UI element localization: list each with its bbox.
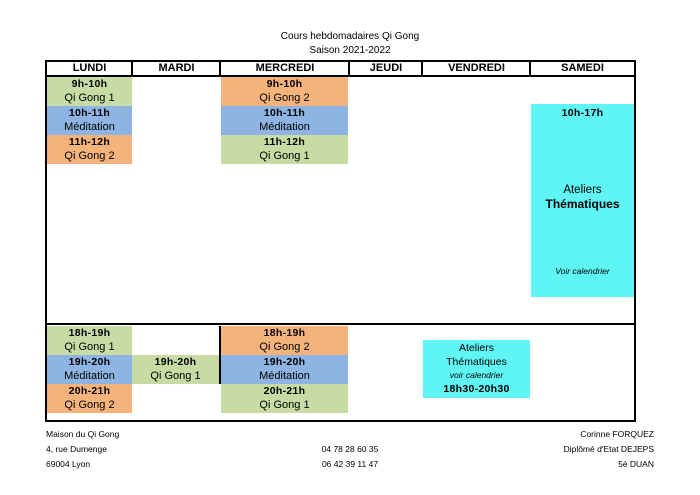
col-divider	[348, 61, 350, 75]
class-block: 19h-20h Qi Gong 1	[132, 355, 219, 384]
class-name: Méditation	[259, 121, 310, 133]
teacher-rank: 5è DUAN	[618, 459, 654, 469]
class-block: 20h-21h Qi Gong 1	[221, 384, 348, 413]
class-block: 19h-20h Méditation	[47, 355, 132, 384]
class-block: 9h-10h Qi Gong 2	[221, 77, 348, 106]
header-divider	[45, 75, 636, 77]
day-header-friday: VENDREDI	[448, 62, 505, 74]
class-time: 10h-11h	[263, 107, 306, 119]
class-time: 9h-10h	[71, 78, 108, 90]
day-header-monday: LUNDI	[72, 62, 107, 74]
col-divider	[529, 61, 531, 75]
footer-phones: 04 78 28 60 35 06 42 39 11 47	[300, 442, 400, 472]
class-name: Qi Gong 2	[64, 399, 115, 411]
col-divider	[421, 61, 423, 75]
class-name: Qi Gong 2	[259, 341, 310, 353]
day-header-tuesday: MARDI	[158, 62, 195, 74]
class-name: Méditation	[259, 370, 310, 382]
class-name: Qi Gong 2	[259, 92, 310, 104]
morning-evening-divider	[45, 323, 636, 325]
workshop-title-line1: Ateliers	[563, 184, 602, 196]
class-time: 11h-12h	[263, 136, 306, 148]
schedule-table	[45, 60, 636, 422]
class-time: 18h-19h	[263, 327, 306, 339]
footer-address: Maison du Qi Gong 4, rue Dumenge 69004 L…	[46, 427, 119, 472]
col-divider	[219, 326, 221, 384]
footer-teacher: Corinne FORQUEZ Diplômé d'Etat DEJEPS 5è…	[564, 427, 654, 472]
class-block: 19h-20h Méditation	[221, 355, 348, 384]
class-block: 20h-21h Qi Gong 2	[47, 384, 132, 413]
class-time: 10h-11h	[68, 107, 111, 119]
street: 4, rue Dumenge	[46, 444, 107, 454]
workshop-time: 18h30-20h30	[443, 383, 510, 395]
city: 69004 Lyon	[46, 459, 91, 469]
class-time: 9h-10h	[266, 78, 303, 90]
workshop-time: 10h-17h	[561, 107, 604, 119]
class-name: Qi Gong 1	[64, 92, 115, 104]
col-divider	[131, 61, 133, 75]
friday-workshop-block: Ateliers Thématiques voir calendrier 18h…	[423, 340, 530, 398]
class-name: Qi Gong 1	[64, 341, 115, 353]
page-title: Cours hebdomadaires Qi Gong	[280, 31, 420, 42]
class-name: Méditation	[64, 370, 115, 382]
class-time: 20h-21h	[68, 385, 111, 397]
workshop-note: voir calendrier	[449, 370, 504, 380]
class-block: 9h-10h Qi Gong 1	[47, 77, 132, 106]
class-name: Qi Gong 1	[259, 150, 310, 162]
class-block: 10h-11h Méditation	[221, 106, 348, 135]
teacher-name: Corinne FORQUEZ	[580, 429, 654, 439]
day-header-thursday: JEUDI	[369, 62, 403, 74]
class-block: 10h-11h Méditation	[47, 106, 132, 135]
phone-number: 06 42 39 11 47	[321, 459, 379, 469]
class-time: 20h-21h	[263, 385, 306, 397]
phone-number: 04 78 28 60 35	[321, 444, 379, 454]
saturday-workshop-block: 10h-17h Ateliers Thématiques Voir calend…	[531, 104, 634, 297]
class-name: Qi Gong 1	[150, 370, 201, 382]
class-time: 18h-19h	[68, 327, 111, 339]
org-name: Maison du Qi Gong	[46, 429, 120, 439]
class-block: 18h-19h Qi Gong 2	[221, 326, 348, 355]
class-block: 11h-12h Qi Gong 1	[221, 135, 348, 164]
day-header-saturday: SAMEDI	[561, 62, 604, 74]
workshop-title-line1: Ateliers	[458, 342, 494, 354]
class-time: 19h-20h	[154, 356, 197, 368]
class-name: Qi Gong 2	[64, 150, 115, 162]
workshop-title-line2: Thématiques	[446, 356, 507, 368]
class-block: 11h-12h Qi Gong 2	[47, 135, 132, 164]
col-divider	[219, 61, 221, 75]
season-subtitle: Saison 2021-2022	[309, 45, 391, 56]
class-time: 11h-12h	[68, 136, 111, 148]
day-header-wednesday: MERCREDI	[255, 62, 315, 74]
class-name: Qi Gong 1	[259, 399, 310, 411]
class-time: 19h-20h	[263, 356, 306, 368]
workshop-title-line2: Thématiques	[545, 197, 620, 211]
teacher-diploma: Diplômé d'Etat DEJEPS	[563, 444, 654, 454]
class-block: 18h-19h Qi Gong 1	[47, 326, 132, 355]
class-time: 19h-20h	[68, 356, 111, 368]
class-name: Méditation	[64, 121, 115, 133]
workshop-note: Voir calendrier	[555, 266, 610, 276]
